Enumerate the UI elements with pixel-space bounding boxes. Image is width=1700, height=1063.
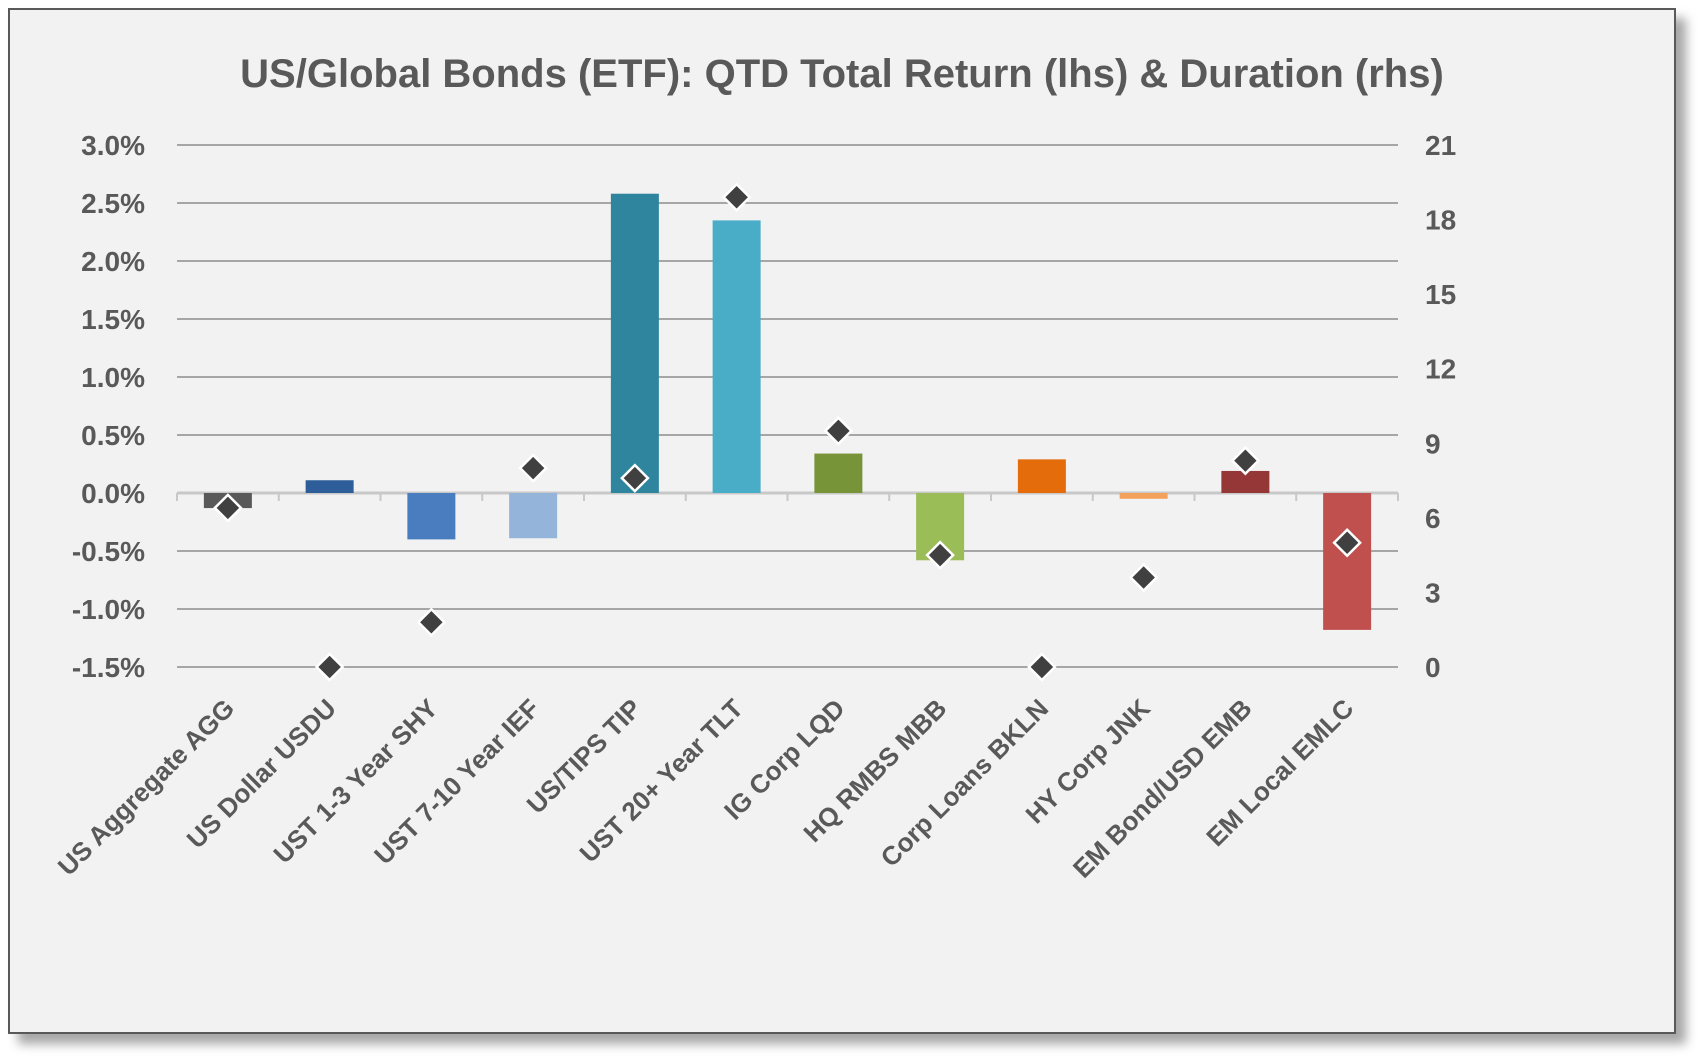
bar (712, 220, 761, 493)
bar (1119, 493, 1168, 499)
duration-marker (823, 416, 854, 446)
left-tick-label: -1.0% (72, 594, 145, 625)
bar (1221, 470, 1270, 493)
bar (610, 193, 659, 493)
right-tick-label: 15 (1425, 279, 1456, 310)
chart-frame: US/Global Bonds (ETF): QTD Total Return … (8, 8, 1676, 1034)
duration-marker (1027, 652, 1057, 682)
left-tick-label: 2.0% (81, 246, 145, 277)
right-tick-label: 9 (1425, 428, 1441, 459)
right-tick-label: 6 (1425, 503, 1441, 534)
bar (814, 453, 863, 493)
duration-marker (314, 652, 345, 682)
left-tick-label: 2.5% (81, 188, 145, 219)
left-tick-label: 1.5% (81, 304, 145, 335)
left-tick-label: 3.0% (81, 130, 145, 161)
bar (509, 493, 558, 539)
chart-svg: 3.0% 2.5% 2.0% 1.5% 1.0% 0.5% 0.0% -0.5% -1.0% -1… (52, 130, 1456, 884)
duration-marker (213, 493, 243, 523)
duration-markers (213, 182, 1362, 682)
right-tick-label: 0 (1425, 652, 1441, 683)
bar (1323, 493, 1372, 630)
category-label: Corp Loans BKLN (875, 693, 1055, 873)
right-tick-label: 12 (1425, 354, 1456, 385)
duration-marker (518, 453, 548, 483)
left-tick-label: -1.5% (72, 652, 145, 683)
duration-marker (620, 463, 650, 493)
category-label: US Aggregate AGG (52, 693, 240, 881)
bar (407, 493, 456, 540)
category-label: EM Bond/USD EMB (1067, 693, 1258, 884)
duration-marker (416, 607, 447, 638)
bar-series (203, 193, 1372, 630)
bar (1017, 459, 1066, 493)
chart-title: US/Global Bonds (ETF): QTD Total Return … (240, 52, 1444, 96)
left-axis-labels: 3.0% 2.5% 2.0% 1.5% 1.0% 0.5% 0.0% -0.5% -1.0% -1… (72, 130, 145, 683)
duration-marker (1332, 527, 1362, 558)
left-tick-label: 1.0% (81, 362, 145, 393)
right-tick-label: 21 (1425, 130, 1456, 161)
duration-marker (925, 540, 955, 570)
left-tick-label: -0.5% (72, 536, 145, 567)
right-tick-label: 3 (1425, 577, 1441, 608)
left-tick-label: 0.0% (81, 478, 145, 509)
right-tick-label: 18 (1425, 205, 1456, 236)
duration-marker (1128, 562, 1159, 593)
gridlines (176, 144, 1399, 668)
right-axis-labels: 21 18 15 12 9 6 3 0 (1425, 130, 1456, 683)
left-tick-label: 0.5% (81, 420, 145, 451)
bar (305, 480, 354, 493)
duration-marker (721, 182, 752, 212)
duration-marker (1230, 445, 1261, 476)
